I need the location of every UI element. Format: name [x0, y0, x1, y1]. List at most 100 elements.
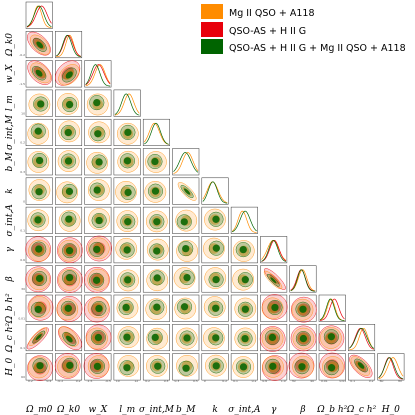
contour-inner-2: [35, 69, 43, 77]
y-axis-label-6: k: [5, 188, 15, 193]
panel-5-5: [172, 148, 200, 176]
x-tick-label: 30: [292, 379, 296, 383]
contour-inner-2: [37, 100, 45, 108]
marginal-curve-1: [85, 64, 111, 86]
panel-1-0: [25, 31, 53, 59]
panel-2-1: [55, 60, 83, 88]
y-axis-label-2: w_X: [5, 64, 15, 83]
contour-inner-2: [124, 218, 132, 226]
marginal-curve-1: [26, 5, 52, 28]
contour-inner-2: [65, 273, 74, 282]
x-tick-label: 0.2: [222, 379, 227, 383]
panel-12-7: [230, 353, 258, 381]
marginal-curve-2: [56, 34, 81, 57]
y-axis-label-5: b_M: [5, 151, 15, 171]
panel-3-0: [25, 89, 53, 117]
contour-inner-2: [124, 188, 132, 197]
y-tick-label: -1.5: [19, 82, 25, 86]
marginal-curve-0: [173, 152, 199, 174]
contour-inner-2: [212, 215, 220, 223]
contour-inner-2: [153, 303, 161, 311]
panel-9-6: [201, 265, 229, 293]
marginal-curve-1: [349, 327, 374, 350]
x-tick-label: 0.03: [340, 379, 347, 383]
panel-2-2: [84, 60, 112, 88]
panel-7-7: [230, 206, 258, 234]
panel-8-7: [230, 236, 258, 264]
x-axis-label-10: Ω_b h²: [316, 405, 347, 415]
panel-5-1: [55, 148, 83, 176]
contour-inner-2: [94, 333, 103, 342]
contour-inner-2: [123, 157, 132, 165]
contour-inner-2: [36, 362, 44, 370]
panel-4-4: [142, 118, 170, 146]
panel-7-2: [84, 206, 112, 234]
panel-11-5: [172, 324, 200, 352]
panel-8-4: [142, 236, 170, 264]
panel-8-2: [84, 235, 112, 264]
panel-10-10: [318, 294, 346, 322]
contour-inner-2: [66, 361, 74, 370]
x-tick-label: 0.5: [193, 379, 198, 383]
panel-5-0: [25, 148, 53, 176]
panel-9-5: [172, 265, 200, 293]
panel-12-3: [113, 353, 141, 381]
panel-12-2: [83, 353, 112, 381]
contour-inner-2: [124, 128, 132, 137]
contour-inner-2: [151, 157, 159, 166]
panels-layer: [25, 1, 405, 381]
x-tick-label: 0.2: [76, 379, 81, 383]
contour-inner-2: [65, 335, 73, 343]
panel-8-8: [260, 236, 288, 264]
contour-inner-2: [151, 187, 160, 195]
y-tick-label: 60: [21, 375, 25, 379]
marginal-curve-1: [56, 35, 81, 57]
contour-inner-2: [357, 362, 365, 369]
panel-5-3: [113, 148, 141, 176]
x-axis-label-2: w_X: [89, 405, 108, 415]
panel-8-1: [55, 236, 83, 264]
x-tick-label: 0.2: [28, 379, 33, 383]
contour-inner-2: [92, 276, 101, 284]
y-axis-label-1: Ω_k0: [5, 33, 15, 57]
panel-12-6: [201, 353, 229, 381]
panel-2-0: [25, 60, 53, 88]
contour-inner-2: [269, 362, 277, 370]
panel-11-2: [84, 324, 112, 352]
panel-9-4: [142, 265, 170, 293]
x-tick-label: 0.2: [252, 379, 257, 383]
legend-label-qso-as-hiig: QSO-AS + H II G: [229, 26, 306, 37]
contour-inner-2: [35, 333, 42, 341]
contour-inner-2: [299, 334, 308, 343]
panel-frame: [113, 148, 141, 176]
y-tick-label: 0.6: [20, 258, 25, 262]
marginal-curve-2: [26, 5, 52, 28]
marginal-curve-0: [85, 64, 111, 87]
x-tick-label: -0.2: [57, 379, 63, 383]
marginal-curve-2: [290, 269, 316, 292]
panel-12-0: [25, 353, 53, 381]
panel-12-11: [348, 353, 376, 381]
marginal-curve-2: [114, 93, 140, 116]
contour-inner-2: [123, 333, 131, 341]
marginal-curve-2: [173, 152, 199, 173]
contour-inner-2: [153, 247, 161, 255]
marginal-curve-2: [319, 298, 345, 321]
contour-inner-2: [327, 333, 335, 341]
panel-10-5: [172, 294, 200, 322]
contour-inner-2: [93, 98, 101, 107]
panel-12-12: [377, 353, 405, 381]
x-axis-label-5: b_M: [176, 405, 196, 415]
contour-inner-2: [180, 303, 189, 311]
contour-inner-2: [151, 333, 159, 342]
panel-11-4: [142, 324, 170, 352]
marginal-curve-0: [319, 298, 345, 321]
panel-3-2: [84, 89, 112, 117]
panel-7-4: [142, 206, 170, 234]
panel-10-2: [84, 294, 112, 323]
x-tick-label: 0.2: [369, 379, 374, 383]
y-tick-label: -0.2: [19, 53, 25, 57]
marginal-curve-0: [26, 5, 52, 28]
contour-inner-2: [36, 41, 44, 49]
panel-5-4: [142, 148, 170, 176]
